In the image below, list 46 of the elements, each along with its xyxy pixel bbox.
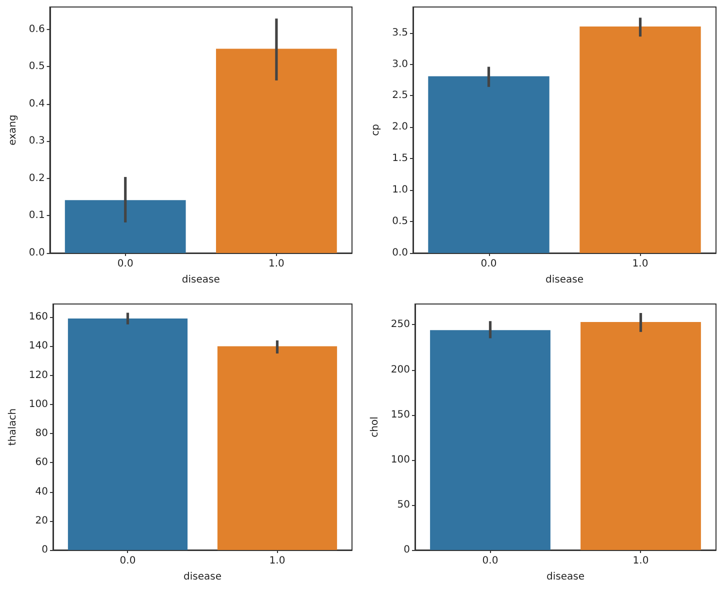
y-axis-title: chol — [370, 416, 380, 438]
x-axis-title: disease — [546, 274, 584, 286]
y-tick-label: 200 — [390, 364, 410, 376]
y-tick-label: 0 — [404, 544, 410, 556]
y-tick-label: 0.0 — [392, 248, 408, 258]
y-axis-title: cp — [370, 124, 382, 136]
y-tick-label: 3.5 — [392, 27, 408, 38]
y-tick-label: 100 — [390, 454, 410, 466]
y-tick-label: 0.6 — [28, 24, 45, 35]
x-tick-label: 1.0 — [268, 258, 284, 270]
y-tick-label: 0.2 — [28, 172, 45, 184]
y-tick-label: 80 — [35, 428, 48, 440]
y-tick-label: 0.1 — [28, 210, 45, 222]
x-tick-label: 0.0 — [117, 258, 134, 270]
y-tick-label: 20 — [35, 515, 48, 526]
x-axis-title: disease — [546, 572, 584, 582]
y-tick-label: 2.5 — [392, 90, 408, 102]
x-tick-label: 0.0 — [480, 258, 497, 270]
x-axis-title: disease — [182, 274, 220, 286]
y-tick-label: 150 — [390, 409, 410, 420]
y-tick-label: 0.5 — [28, 61, 45, 72]
y-tick-label: 0 — [42, 544, 48, 556]
y-tick-label: 0.0 — [28, 248, 45, 258]
x-axis-title: disease — [184, 572, 222, 582]
x-tick-label: 1.0 — [632, 258, 648, 270]
y-tick-label: 50 — [397, 499, 410, 510]
y-tick-label: 1.5 — [392, 153, 408, 164]
y-tick-label: 120 — [28, 370, 48, 381]
y-tick-label: 60 — [35, 457, 48, 468]
x-tick-label: 0.0 — [120, 556, 136, 566]
y-tick-label: 140 — [28, 340, 48, 352]
y-tick-label: 2.0 — [392, 122, 408, 133]
x-tick-label: 1.0 — [269, 556, 286, 566]
y-tick-label: 1.0 — [392, 184, 408, 196]
y-tick-label: 100 — [28, 398, 48, 410]
y-tick-label: 0.5 — [392, 216, 408, 228]
y-tick-label: 40 — [35, 486, 48, 498]
y-tick-label: 0.3 — [28, 136, 45, 147]
y-tick-label: 250 — [390, 319, 410, 330]
x-tick-label: 1.0 — [632, 556, 649, 566]
x-tick-label: 0.0 — [482, 556, 498, 566]
y-tick-label: 3.0 — [392, 58, 408, 70]
y-tick-label: 0.4 — [28, 98, 45, 110]
y-axis-title: thalach — [8, 408, 18, 446]
y-tick-label: 160 — [28, 312, 48, 323]
y-axis-title: exang — [8, 114, 18, 146]
